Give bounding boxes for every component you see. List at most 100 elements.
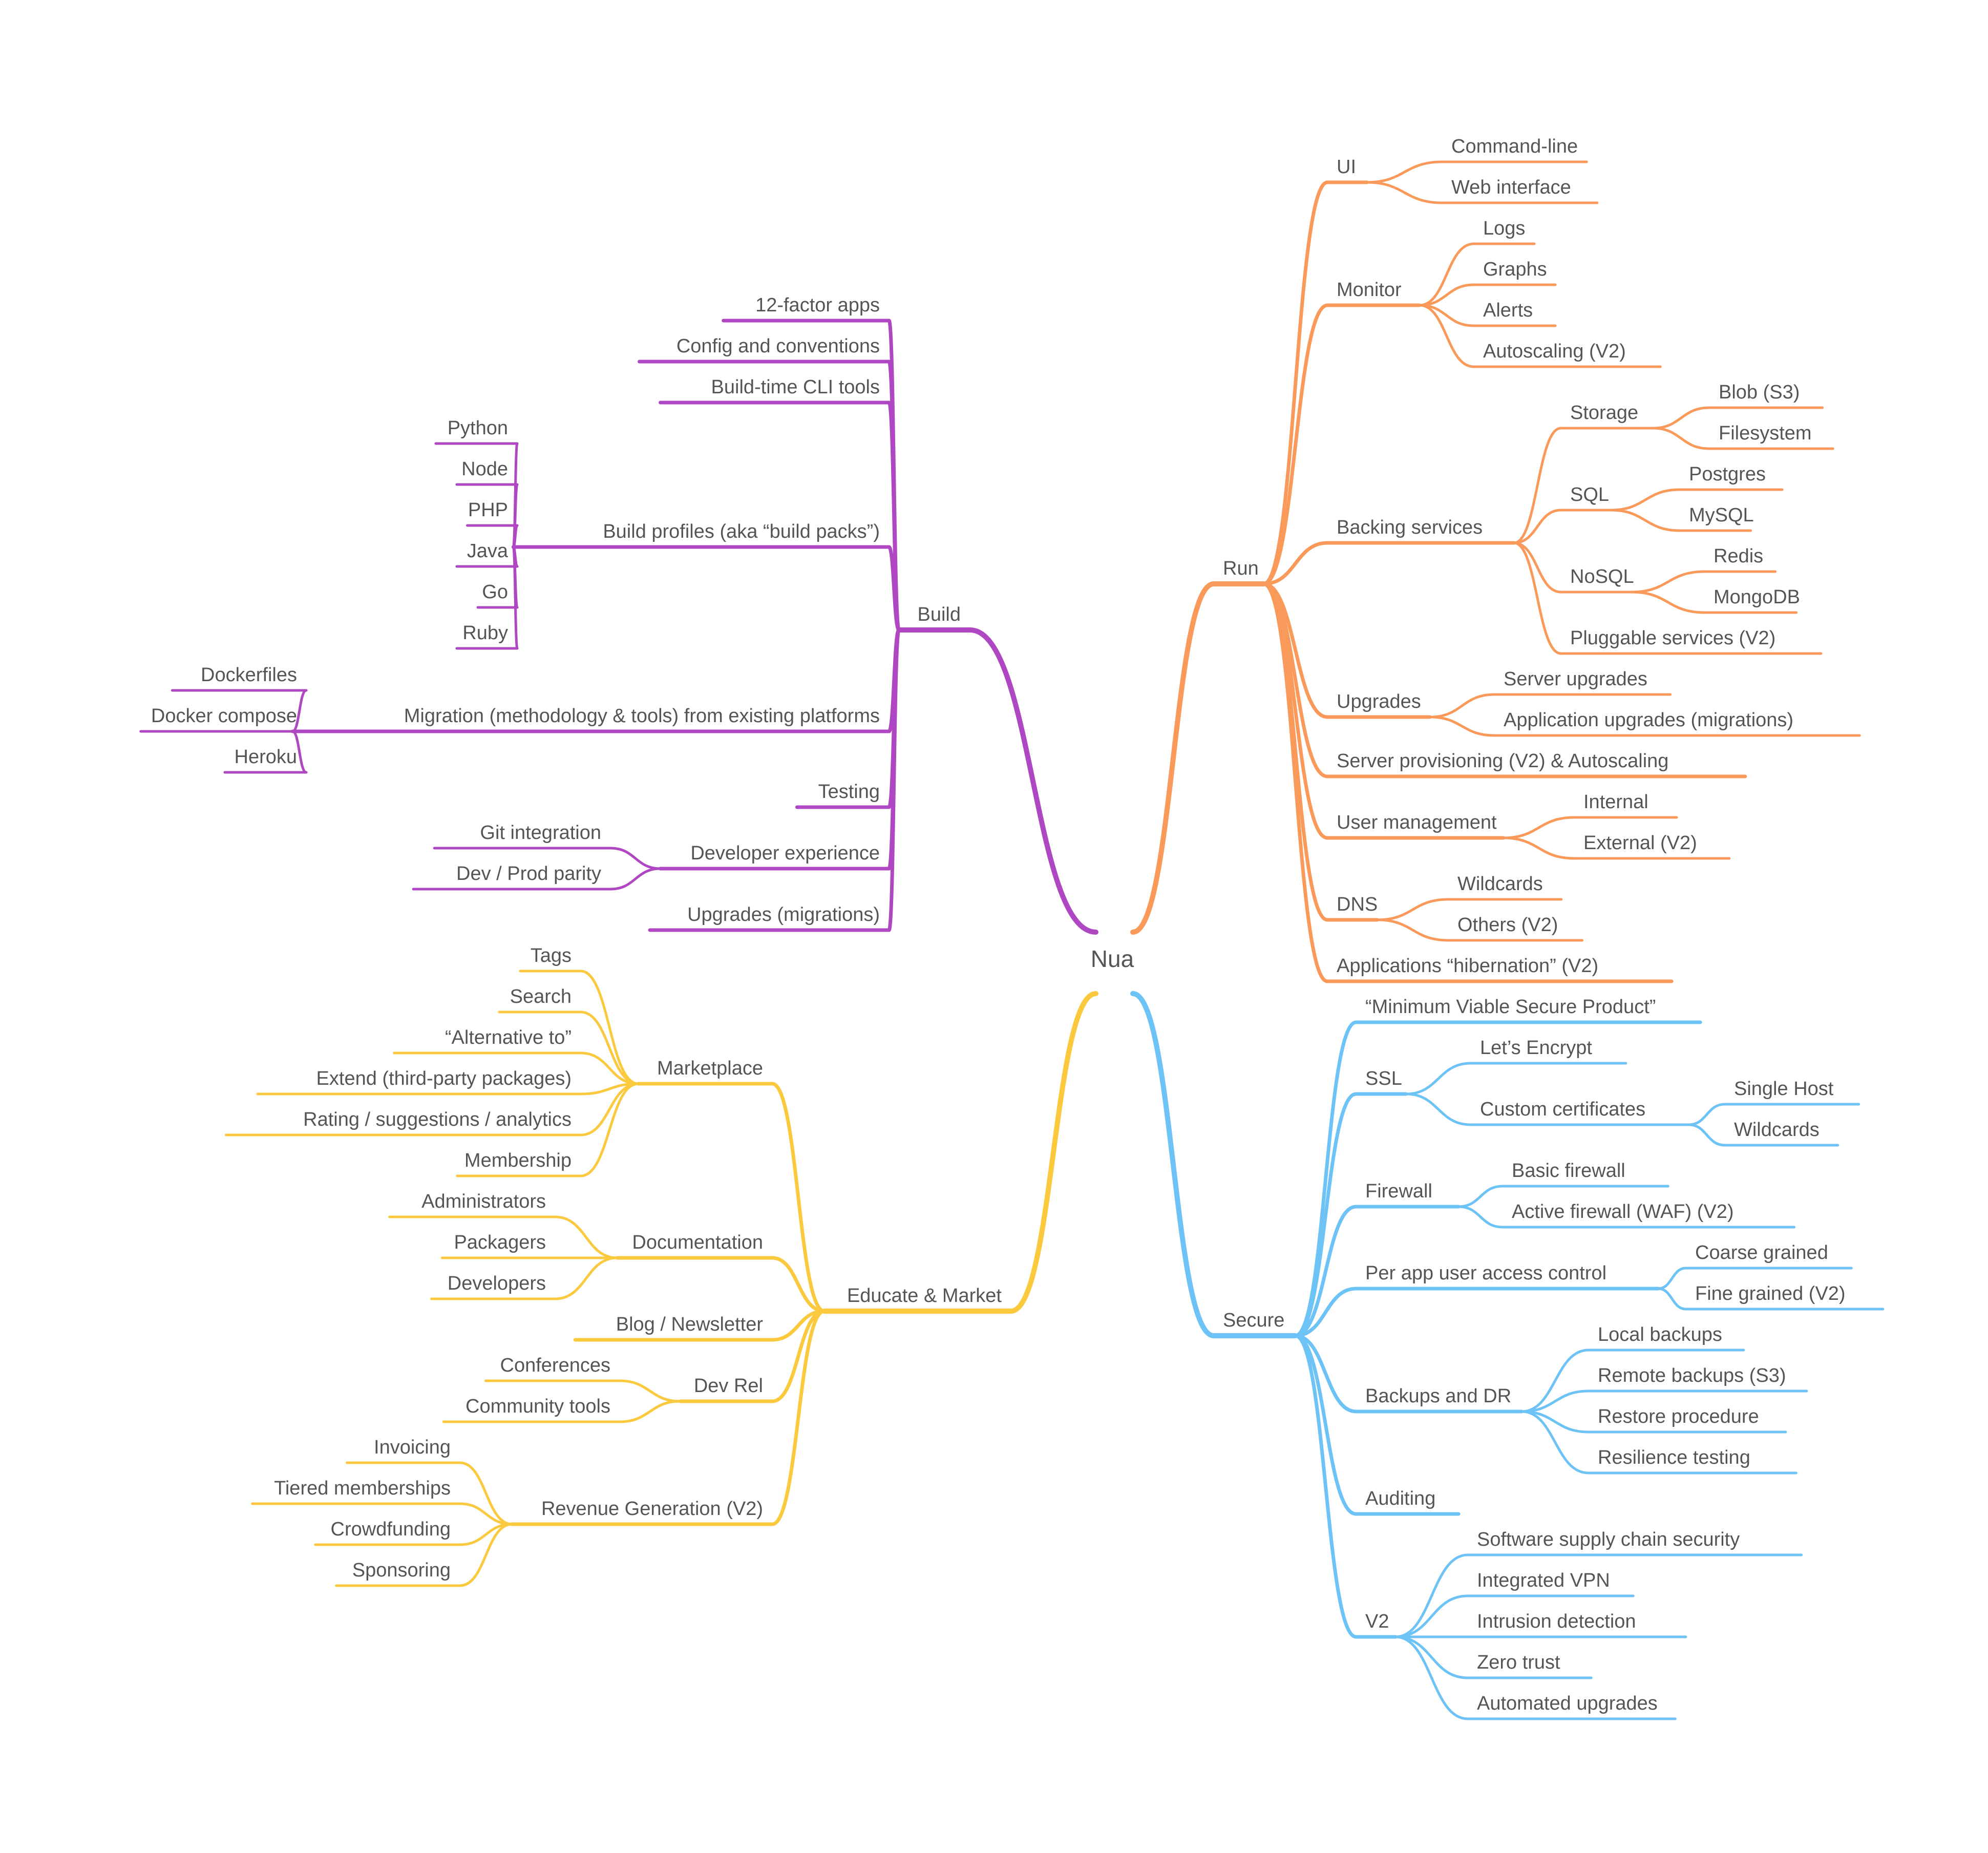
node-dns[interactable]: DNS	[1337, 894, 1378, 915]
node-ui[interactable]: UI	[1337, 156, 1356, 178]
node-conferences[interactable]: Conferences	[500, 1355, 610, 1376]
node-12-factor-apps[interactable]: 12-factor apps	[755, 294, 880, 316]
node-storage[interactable]: Storage	[1570, 402, 1638, 424]
node-single-host[interactable]: Single Host	[1734, 1078, 1834, 1100]
connector-integrated-vpn	[1394, 1594, 1469, 1638]
node-tiered-memberships[interactable]: Tiered memberships	[274, 1478, 451, 1499]
node-per-app-user-access-control[interactable]: Per app user access control	[1365, 1262, 1606, 1284]
node-coarse-grained[interactable]: Coarse grained	[1695, 1242, 1828, 1264]
node-backing-services[interactable]: Backing services	[1337, 517, 1483, 538]
node-zero-trust[interactable]: Zero trust	[1477, 1652, 1560, 1673]
node-sql[interactable]: SQL	[1570, 484, 1609, 506]
node-revenue-generation-v2[interactable]: Revenue Generation (V2)	[541, 1498, 763, 1520]
node-application-upgrades-migrations[interactable]: Application upgrades (migrations)	[1504, 709, 1793, 731]
node-monitor[interactable]: Monitor	[1337, 279, 1402, 301]
node-backups-and-dr[interactable]: Backups and DR	[1365, 1385, 1511, 1407]
node-ssl[interactable]: SSL	[1365, 1068, 1402, 1089]
underline-layer	[139, 160, 1885, 1720]
node-build-time-cli-tools[interactable]: Build-time CLI tools	[711, 376, 880, 398]
node-blog-newsletter[interactable]: Blog / Newsletter	[616, 1314, 764, 1335]
node-logs[interactable]: Logs	[1483, 218, 1525, 239]
node-wildcards[interactable]: Wildcards	[1734, 1119, 1820, 1141]
node-node[interactable]: Node	[461, 458, 508, 480]
node-git-integration[interactable]: Git integration	[480, 822, 601, 844]
node-docker-compose[interactable]: Docker compose	[151, 705, 297, 727]
node-intrusion-detection[interactable]: Intrusion detection	[1477, 1611, 1636, 1632]
node-nosql[interactable]: NoSQL	[1570, 566, 1634, 587]
node-redis[interactable]: Redis	[1714, 545, 1763, 567]
node-basic-firewall[interactable]: Basic firewall	[1512, 1160, 1625, 1182]
node-crowdfunding[interactable]: Crowdfunding	[331, 1519, 451, 1540]
node-community-tools[interactable]: Community tools	[466, 1396, 610, 1417]
node-dev-rel[interactable]: Dev Rel	[694, 1375, 763, 1397]
node-autoscaling-v2[interactable]: Autoscaling (V2)	[1483, 341, 1626, 362]
node-invoicing[interactable]: Invoicing	[374, 1437, 451, 1458]
node-external-v2[interactable]: External (V2)	[1583, 832, 1697, 854]
node-local-backups[interactable]: Local backups	[1598, 1324, 1722, 1345]
node-upgrades-migrations[interactable]: Upgrades (migrations)	[687, 904, 880, 925]
node-postgres[interactable]: Postgres	[1689, 464, 1766, 485]
node-graphs[interactable]: Graphs	[1483, 259, 1547, 280]
node-resilience-testing[interactable]: Resilience testing	[1598, 1447, 1750, 1468]
node-let-s-encrypt[interactable]: Let’s Encrypt	[1480, 1037, 1592, 1059]
node-server-upgrades[interactable]: Server upgrades	[1504, 668, 1647, 690]
node-migration-methodology-tools-from-existing-platforms[interactable]: Migration (methodology & tools) from exi…	[404, 705, 880, 727]
node-others-v2[interactable]: Others (V2)	[1457, 914, 1558, 936]
node-developer-experience[interactable]: Developer experience	[690, 843, 880, 864]
node-restore-procedure[interactable]: Restore procedure	[1598, 1406, 1759, 1427]
node-pluggable-services-v2[interactable]: Pluggable services (V2)	[1570, 627, 1775, 649]
node-web-interface[interactable]: Web interface	[1451, 177, 1571, 198]
node-applications-hibernation-v2[interactable]: Applications “hibernation” (V2)	[1337, 955, 1598, 977]
node-secure[interactable]: Secure	[1223, 1310, 1284, 1331]
node-rating-suggestions-analytics[interactable]: Rating / suggestions / analytics	[303, 1109, 572, 1130]
node-extend-third-party-packages[interactable]: Extend (third-party packages)	[316, 1068, 572, 1089]
node-upgrades[interactable]: Upgrades	[1337, 691, 1421, 712]
node-testing[interactable]: Testing	[818, 781, 880, 803]
node-developers[interactable]: Developers	[448, 1273, 546, 1294]
node-firewall[interactable]: Firewall	[1365, 1181, 1432, 1202]
node-v2[interactable]: V2	[1365, 1611, 1389, 1632]
node-marketplace[interactable]: Marketplace	[657, 1058, 763, 1079]
node-go[interactable]: Go	[482, 581, 508, 603]
node-search[interactable]: Search	[510, 986, 572, 1007]
node-python[interactable]: Python	[448, 417, 508, 439]
node-software-supply-chain-security[interactable]: Software supply chain security	[1477, 1529, 1740, 1550]
node-automated-upgrades[interactable]: Automated upgrades	[1477, 1693, 1658, 1714]
node-java[interactable]: Java	[467, 540, 509, 562]
node-wildcards[interactable]: Wildcards	[1457, 873, 1543, 895]
node-fine-grained-v2[interactable]: Fine grained (V2)	[1695, 1283, 1846, 1304]
node-run[interactable]: Run	[1223, 558, 1259, 579]
node-user-management[interactable]: User management	[1337, 812, 1497, 833]
node-blob-s3[interactable]: Blob (S3)	[1719, 382, 1800, 403]
node-minimum-viable-secure-product[interactable]: “Minimum Viable Secure Product”	[1365, 996, 1656, 1018]
node-mysql[interactable]: MySQL	[1689, 504, 1754, 526]
node-membership[interactable]: Membership	[464, 1150, 572, 1171]
node-educate-market[interactable]: Educate & Market	[847, 1285, 1002, 1307]
node-packagers[interactable]: Packagers	[454, 1232, 546, 1253]
node-mongodb[interactable]: MongoDB	[1714, 586, 1800, 608]
node-alternative-to[interactable]: “Alternative to”	[445, 1027, 572, 1048]
node-dockerfiles[interactable]: Dockerfiles	[201, 664, 297, 686]
node-auditing[interactable]: Auditing	[1365, 1488, 1435, 1509]
connector-auditing	[1293, 1334, 1358, 1516]
node-administrators[interactable]: Administrators	[421, 1191, 546, 1212]
node-command-line[interactable]: Command-line	[1451, 136, 1578, 157]
node-php[interactable]: PHP	[468, 499, 508, 521]
node-documentation[interactable]: Documentation	[632, 1232, 763, 1253]
node-integrated-vpn[interactable]: Integrated VPN	[1477, 1570, 1610, 1591]
node-server-provisioning-v2-autoscaling[interactable]: Server provisioning (V2) & Autoscaling	[1337, 750, 1668, 772]
node-config-and-conventions[interactable]: Config and conventions	[676, 335, 880, 357]
node-dev-prod-parity[interactable]: Dev / Prod parity	[456, 863, 601, 885]
node-build[interactable]: Build	[918, 604, 961, 625]
node-filesystem[interactable]: Filesystem	[1719, 423, 1812, 444]
node-ruby[interactable]: Ruby	[462, 622, 508, 644]
node-sponsoring[interactable]: Sponsoring	[352, 1560, 451, 1581]
node-active-firewall-waf-v2[interactable]: Active firewall (WAF) (V2)	[1512, 1201, 1734, 1223]
node-alerts[interactable]: Alerts	[1483, 300, 1533, 321]
node-tags[interactable]: Tags	[531, 945, 572, 966]
node-heroku[interactable]: Heroku	[235, 746, 298, 768]
node-custom-certificates[interactable]: Custom certificates	[1480, 1099, 1645, 1120]
node-build-profiles-aka-build-packs[interactable]: Build profiles (aka “build packs”)	[603, 521, 880, 542]
node-internal[interactable]: Internal	[1583, 791, 1648, 813]
node-remote-backups-s3[interactable]: Remote backups (S3)	[1598, 1365, 1786, 1386]
